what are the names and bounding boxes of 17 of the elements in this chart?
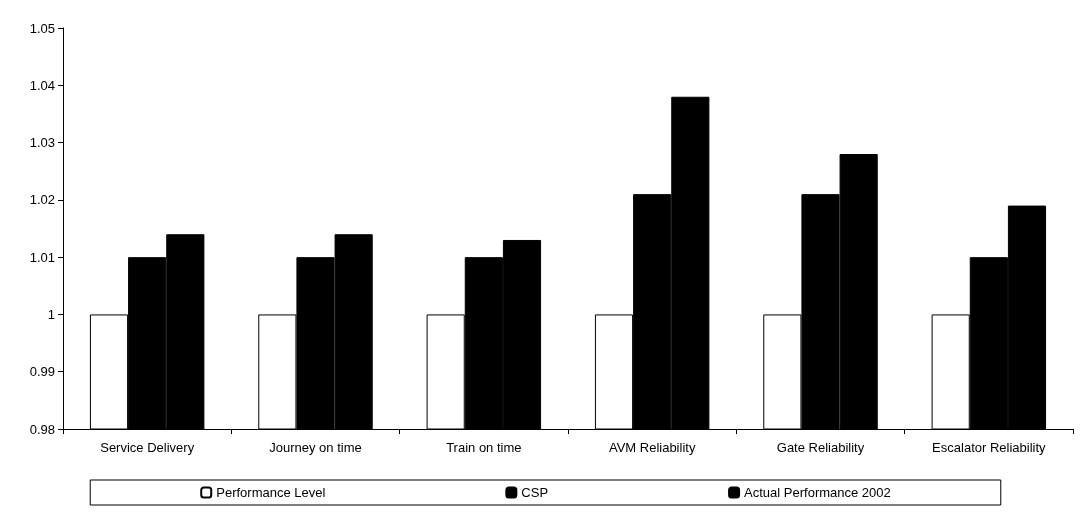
legend-label: CSP [521,485,549,500]
y-tick-label: 1.03 [29,135,55,151]
y-tick-label: 1.01 [29,249,55,265]
x-tick-label: Gate Reliability [776,440,865,455]
y-tick-label: 0.98 [29,421,55,437]
y-tick-label: 1.05 [29,20,55,36]
y-tick-label: 0.99 [29,364,55,380]
x-tick-label: AVM Reliability [608,440,696,455]
y-tick-label: 1 [47,306,55,322]
y-tick-label: 1.02 [29,192,55,208]
legend-label: Actual Performance 2002 [744,485,891,500]
x-tick-label: Escalator Reliability [932,440,1047,455]
x-tick-label: Train on time [446,440,522,455]
x-tick-label: Service Delivery [100,440,195,455]
legend-label: Performance Level [216,485,326,500]
x-tick-label: Journey on time [269,440,362,455]
y-tick-label: 1.04 [29,77,55,93]
